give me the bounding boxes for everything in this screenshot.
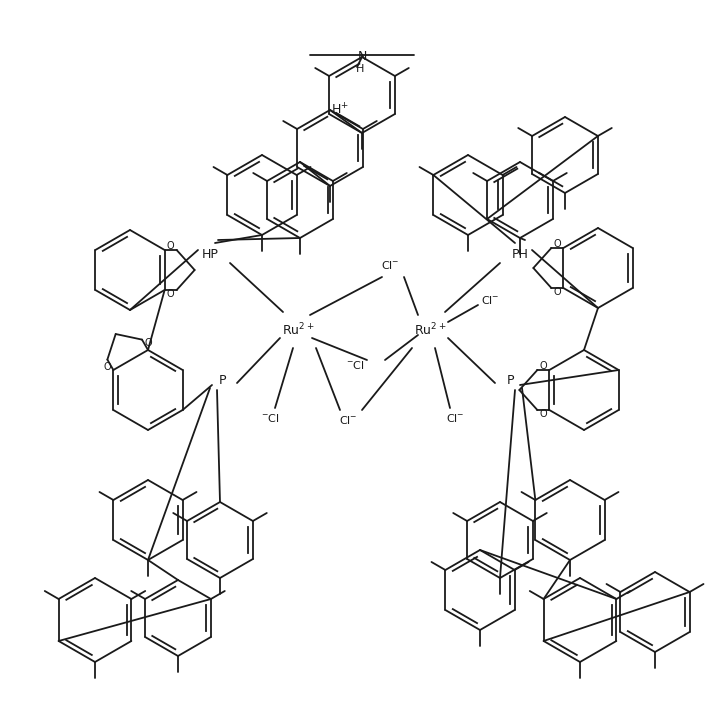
Text: O: O (103, 362, 110, 372)
Text: HP: HP (201, 248, 219, 261)
Text: O: O (167, 289, 175, 299)
Text: O: O (167, 241, 175, 251)
Text: O: O (539, 409, 547, 419)
Text: Ru$^{2+}$: Ru$^{2+}$ (282, 322, 314, 338)
Text: H: H (356, 64, 364, 74)
Text: P: P (218, 373, 226, 386)
Text: Cl$^{-}$: Cl$^{-}$ (339, 414, 357, 426)
Text: O: O (554, 239, 561, 249)
Text: P: P (506, 373, 514, 386)
Text: PH: PH (512, 248, 529, 261)
Text: O: O (539, 361, 547, 371)
Text: H$^{+}$: H$^{+}$ (331, 103, 349, 118)
Text: Cl$^{-}$: Cl$^{-}$ (380, 259, 399, 271)
Text: O: O (144, 337, 152, 348)
Text: O: O (554, 287, 561, 297)
Text: $^{-}$Cl: $^{-}$Cl (261, 412, 279, 424)
Text: Cl$^{-}$: Cl$^{-}$ (481, 294, 500, 306)
Text: N: N (357, 50, 367, 63)
Text: Cl$^{-}$: Cl$^{-}$ (445, 412, 464, 424)
Text: $^{-}$Cl: $^{-}$Cl (346, 359, 365, 371)
Text: Ru$^{2+}$: Ru$^{2+}$ (414, 322, 446, 338)
